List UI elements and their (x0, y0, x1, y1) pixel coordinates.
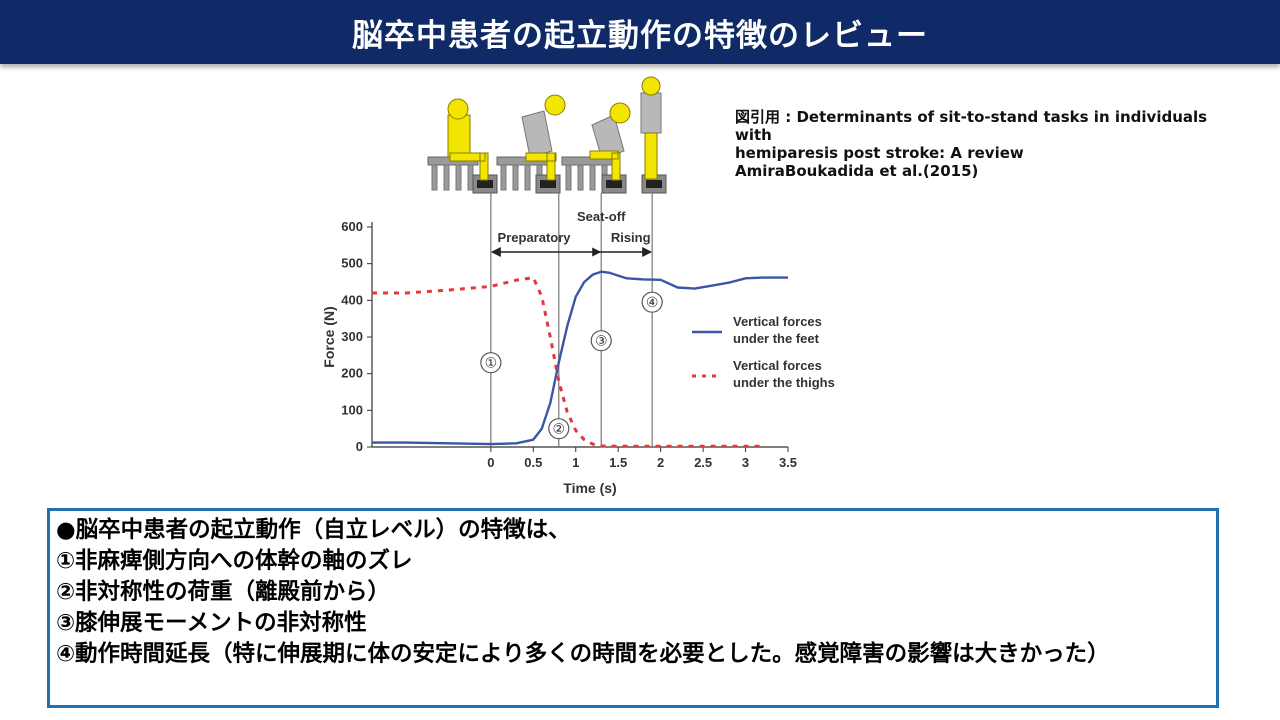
event-marker-label: ② (552, 421, 565, 437)
phase-label-rising: Rising (611, 230, 651, 245)
chair-1-leg (455, 164, 462, 191)
legend-label: under the feet (733, 331, 820, 346)
x-tick-label: 2.5 (694, 455, 712, 470)
summary-item-1: ①非麻痺側方向への体幹の軸のズレ (56, 548, 413, 574)
chair-2-leg (524, 164, 531, 191)
person-3-legs (589, 150, 621, 181)
y-tick-label: 400 (341, 292, 363, 307)
legend-label: Vertical forces (733, 358, 822, 373)
phase-label-preparatory: Preparatory (498, 230, 572, 245)
phase-arrowhead-mid (592, 247, 602, 257)
x-tick-label: 0 (487, 455, 494, 470)
citation-line: 図引用 : Determinants of sit-to-stand tasks… (735, 108, 1208, 126)
summary-box: ●脳卒中患者の起立動作（自立レベル）の特徴は、 ①非麻痺側方向への体幹の軸のズレ… (47, 508, 1219, 708)
series-line-thighs (372, 276, 763, 448)
legend-label: Vertical forces (733, 314, 822, 329)
x-axis-label: Time (s) (563, 480, 616, 496)
event-marker (480, 352, 502, 374)
x-tick-label: 1 (572, 455, 579, 470)
summary-item-3: ③膝伸展モーメントの非対称性 (56, 610, 367, 636)
person-4-head (641, 76, 661, 96)
phase-arrowhead-left (490, 247, 501, 257)
chair-2-leg (512, 164, 519, 191)
summary-heading: ●脳卒中患者の起立動作（自立レベル）の特徴は、 (56, 517, 571, 543)
phase-label-seat-off: Seat-off (577, 209, 626, 224)
person-4-legs (644, 132, 658, 180)
chair-2-leg (500, 164, 507, 191)
y-tick-label: 200 (341, 366, 363, 381)
person-1-torso (447, 114, 471, 158)
y-tick-label: 300 (341, 329, 363, 344)
slide-title: 脳卒中患者の起立動作の特徴のレビュー (352, 17, 928, 54)
x-tick-label: 2 (657, 455, 664, 470)
citation: 図引用 : Determinants of sit-to-stand tasks… (735, 108, 1235, 180)
person-2-legs (525, 152, 557, 181)
person-1-legs (449, 152, 489, 181)
citation-line: with (735, 126, 772, 144)
phase-arrowhead-right (642, 247, 653, 257)
event-marker-label: ① (485, 355, 498, 371)
sit-to-stand-figure: 0 100 200 300 400 500 600 0 0.5 1 1.5 2 2.5 3 3.5 Time … (300, 75, 860, 500)
title-bar: 脳卒中患者の起立動作の特徴のレビュー (0, 0, 1280, 64)
summary-item-2: ②非対称性の荷重（離殿前から） (56, 579, 391, 605)
citation-line: AmiraBoukadida et al.(2015) (735, 162, 979, 180)
person-4-torso (640, 92, 662, 134)
person-2-torso (521, 110, 553, 158)
y-tick-label: 0 (356, 439, 363, 454)
foot (540, 180, 556, 188)
chair-1-leg (443, 164, 450, 191)
x-tick-label: 3 (742, 455, 749, 470)
person-3-head (609, 102, 631, 124)
series-line-feet (372, 270, 788, 446)
citation-line: hemiparesis post stroke: A review (735, 144, 1024, 162)
event-marker-label: ④ (646, 294, 659, 310)
person-1-head (447, 98, 469, 120)
x-tick-label: 3.5 (779, 455, 797, 470)
foot (646, 180, 662, 188)
force-time-chart: 0 100 200 300 400 500 600 0 0.5 1 1.5 2 2.5 3 3.5 Time … (321, 76, 835, 496)
foot (477, 180, 493, 188)
summary-item-4: ④動作時間延長（特に伸展期に体の安定により多くの時間を必要とした。感覚障害の影響… (56, 641, 1110, 667)
sit-to-stand-illustration (427, 76, 667, 194)
y-axis-label: Force (N) (321, 306, 337, 367)
chair-1-leg (467, 164, 474, 191)
x-tick-label: 0.5 (524, 455, 542, 470)
person-2-head (544, 94, 566, 116)
event-marker (641, 291, 663, 313)
chair-1-leg (431, 164, 438, 191)
y-tick-label: 500 (341, 256, 363, 271)
y-tick-label: 100 (341, 402, 363, 417)
event-marker-label: ③ (595, 333, 608, 349)
foot (606, 180, 622, 188)
legend-label: under the thighs (733, 375, 835, 390)
event-marker (548, 418, 570, 440)
chair-3-leg (577, 164, 584, 191)
y-tick-label: 600 (341, 219, 363, 234)
x-tick-label: 1.5 (609, 455, 627, 470)
event-marker (590, 330, 612, 352)
chair-3-leg (565, 164, 572, 191)
chair-3-leg (589, 164, 596, 191)
person-3-torso (591, 114, 625, 160)
